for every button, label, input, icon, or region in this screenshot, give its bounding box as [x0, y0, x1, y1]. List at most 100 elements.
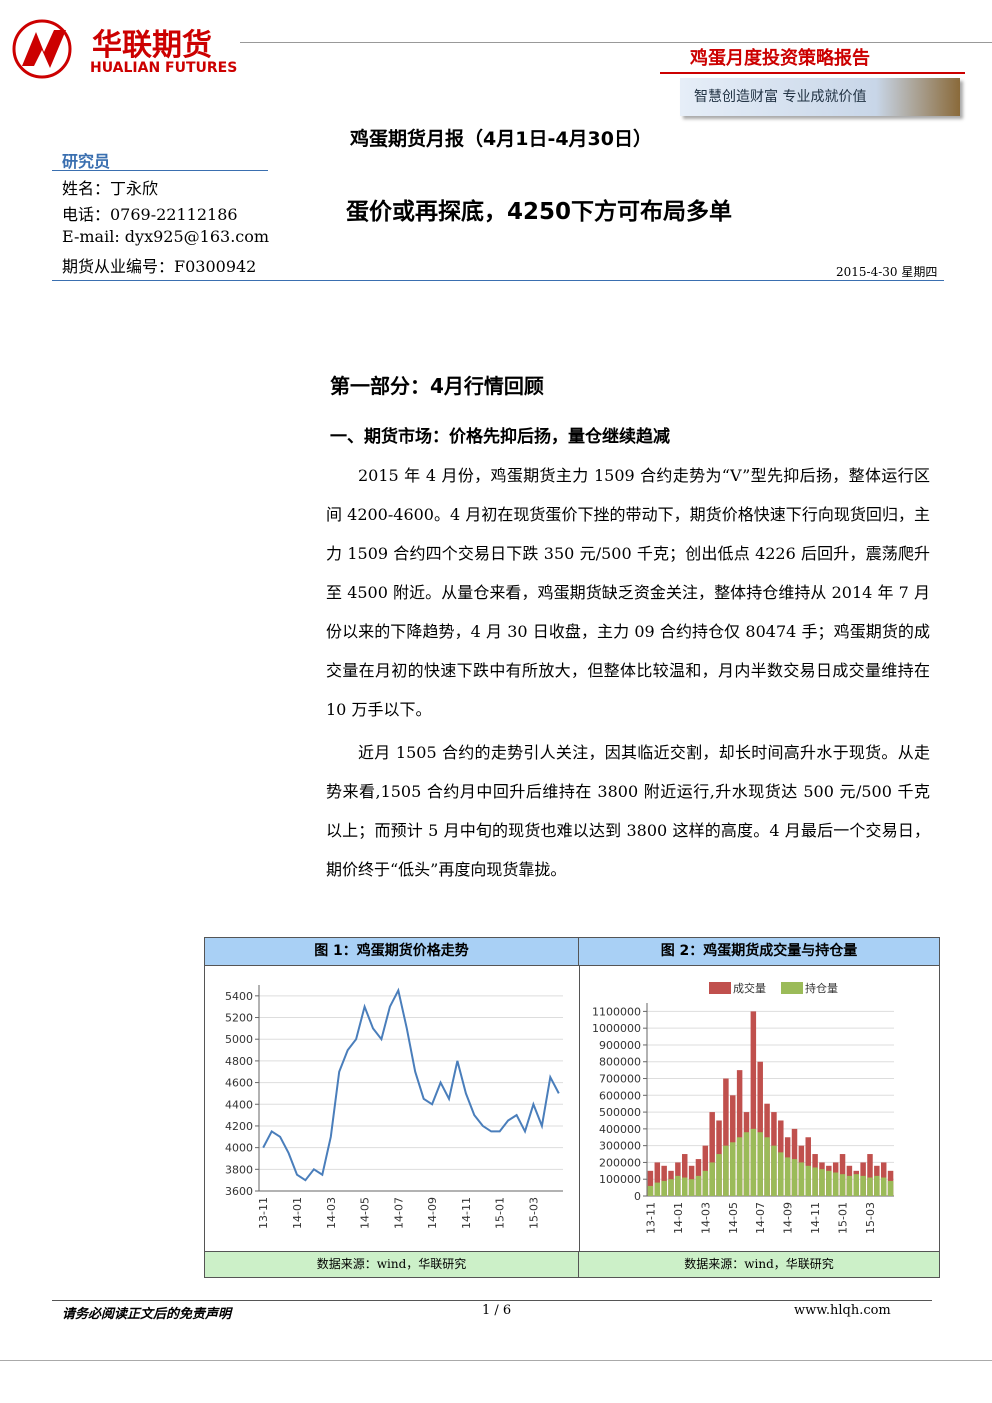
y-tick-label: 200000 — [599, 1156, 641, 1169]
y-tick-label: 400000 — [599, 1123, 641, 1136]
x-tick-label: 14-03 — [699, 1202, 712, 1234]
bar — [757, 1061, 763, 1196]
bar — [764, 1137, 770, 1196]
researcher-license: 期货从业编号：F0300942 — [62, 257, 257, 276]
x-tick-label: 14-01 — [291, 1197, 304, 1229]
y-tick-label: 100000 — [599, 1173, 641, 1186]
bar — [750, 1011, 757, 1196]
x-tick-label: 14-01 — [672, 1202, 685, 1234]
bar — [853, 1174, 860, 1196]
y-tick-label: 0 — [634, 1190, 641, 1203]
bar — [675, 1175, 681, 1196]
y-tick-label: 4600 — [225, 1077, 253, 1090]
bar — [730, 1142, 736, 1196]
top-rule — [52, 280, 944, 281]
footer-rule — [52, 1300, 932, 1301]
bar — [819, 1169, 825, 1196]
bar — [880, 1177, 887, 1196]
y-tick-label: 4400 — [225, 1098, 253, 1111]
bar — [647, 1185, 654, 1196]
bar — [812, 1167, 818, 1196]
y-tick-label: 4800 — [225, 1055, 253, 1068]
y-tick-label: 3800 — [225, 1163, 253, 1176]
section-heading: 第一部分：4月行情回顾 — [330, 374, 544, 398]
x-tick-label: 15-03 — [864, 1202, 877, 1234]
y-tick-label: 500000 — [599, 1106, 641, 1119]
y-tick-label: 5000 — [225, 1033, 253, 1046]
slogan: 智慧创造财富 专业成就价值 — [680, 78, 960, 116]
y-tick-label: 4000 — [225, 1142, 253, 1155]
price-line — [262, 987, 560, 1182]
bottom-rule — [0, 1360, 992, 1361]
bar — [826, 1170, 832, 1196]
bar — [832, 1172, 839, 1196]
figure-source: 数据来源：wind，华联研究 — [579, 1251, 939, 1277]
bar — [723, 1145, 729, 1196]
logo-mark — [12, 19, 72, 79]
header-rule — [240, 42, 992, 43]
bar — [750, 1128, 757, 1196]
legend-swatch — [709, 982, 731, 994]
y-tick-label: 4200 — [225, 1120, 253, 1133]
x-tick-label: 15-01 — [494, 1197, 507, 1229]
x-tick-label: 14-11 — [809, 1202, 822, 1234]
x-tick-label: 13-11 — [644, 1202, 657, 1234]
y-tick-label: 600000 — [599, 1089, 641, 1102]
bar — [798, 1162, 805, 1196]
x-tick-label: 14-09 — [426, 1197, 439, 1229]
bar — [709, 1112, 715, 1196]
y-tick-label: 1000000 — [592, 1022, 641, 1035]
bar — [716, 1154, 722, 1196]
price-chart: 3600 3800 4000 4200 4400 4600 4800 5000 5200 5400… — [225, 985, 563, 1229]
bar — [654, 1182, 661, 1196]
legend-label: 持仓量 — [805, 981, 838, 995]
figure-table: 图 1：鸡蛋期货价格走势 图 2：鸡蛋期货成交量与持仓量 3600 3800 400… — [204, 937, 940, 1278]
y-tick-label: 800000 — [599, 1056, 641, 1069]
legend-swatch — [781, 982, 803, 994]
report-rule — [660, 72, 965, 74]
bar — [771, 1145, 777, 1196]
researcher-name: 姓名：丁永欣 — [62, 179, 159, 198]
bar — [736, 1070, 743, 1196]
bar — [736, 1137, 743, 1196]
bar — [860, 1175, 866, 1196]
cell-divider — [579, 966, 580, 1251]
bar — [867, 1177, 873, 1196]
bar — [867, 1154, 873, 1196]
report-title: 鸡蛋期货月报（4月1日-4月30日） — [350, 128, 652, 150]
bar — [778, 1152, 784, 1196]
bar — [846, 1175, 853, 1196]
figure-source: 数据来源：wind，华联研究 — [205, 1251, 579, 1277]
body: 2015 年 4 月份，鸡蛋期货主力 1509 合约走势为“V”型先抑后扬，整体… — [326, 456, 930, 889]
bar — [681, 1154, 688, 1196]
figure-caption: 图 1：鸡蛋期货价格走势 — [205, 938, 579, 966]
y-tick-label: 300000 — [599, 1140, 641, 1153]
researcher-rule — [52, 170, 268, 171]
researcher-email: E-mail: dyx925@163.com — [62, 227, 270, 246]
bar — [887, 1180, 894, 1196]
y-tick-label: 900000 — [599, 1039, 641, 1052]
bar — [709, 1162, 715, 1196]
bar — [874, 1175, 880, 1196]
bar — [723, 1078, 729, 1196]
x-tick-label: 15-01 — [837, 1202, 850, 1234]
researcher-phone: 电话：0769-22112186 — [62, 205, 238, 224]
legend-label: 成交量 — [733, 981, 766, 995]
researcher-label: 研究员 — [62, 152, 111, 171]
bar — [702, 1170, 709, 1196]
disclaimer: 请务必阅读正文后的免责声明 — [62, 1307, 232, 1322]
x-tick-label: 14-07 — [392, 1197, 405, 1229]
logo-cn: 华联期货 — [92, 28, 212, 63]
x-tick-label: 14-05 — [727, 1202, 740, 1234]
subsection-heading: 一、期货市场：价格先抑后扬，量仓继续趋减 — [330, 427, 670, 447]
x-tick-label: 15-03 — [527, 1197, 540, 1229]
y-tick-label: 1100000 — [592, 1005, 641, 1018]
paragraph: 2015 年 4 月份，鸡蛋期货主力 1509 合约走势为“V”型先抑后扬，整体… — [326, 466, 930, 719]
bar — [757, 1132, 763, 1196]
y-tick-label: 700000 — [599, 1073, 641, 1086]
x-tick-label: 14-09 — [782, 1202, 795, 1234]
bar — [681, 1177, 688, 1196]
bar — [743, 1132, 750, 1196]
bar — [661, 1180, 667, 1196]
